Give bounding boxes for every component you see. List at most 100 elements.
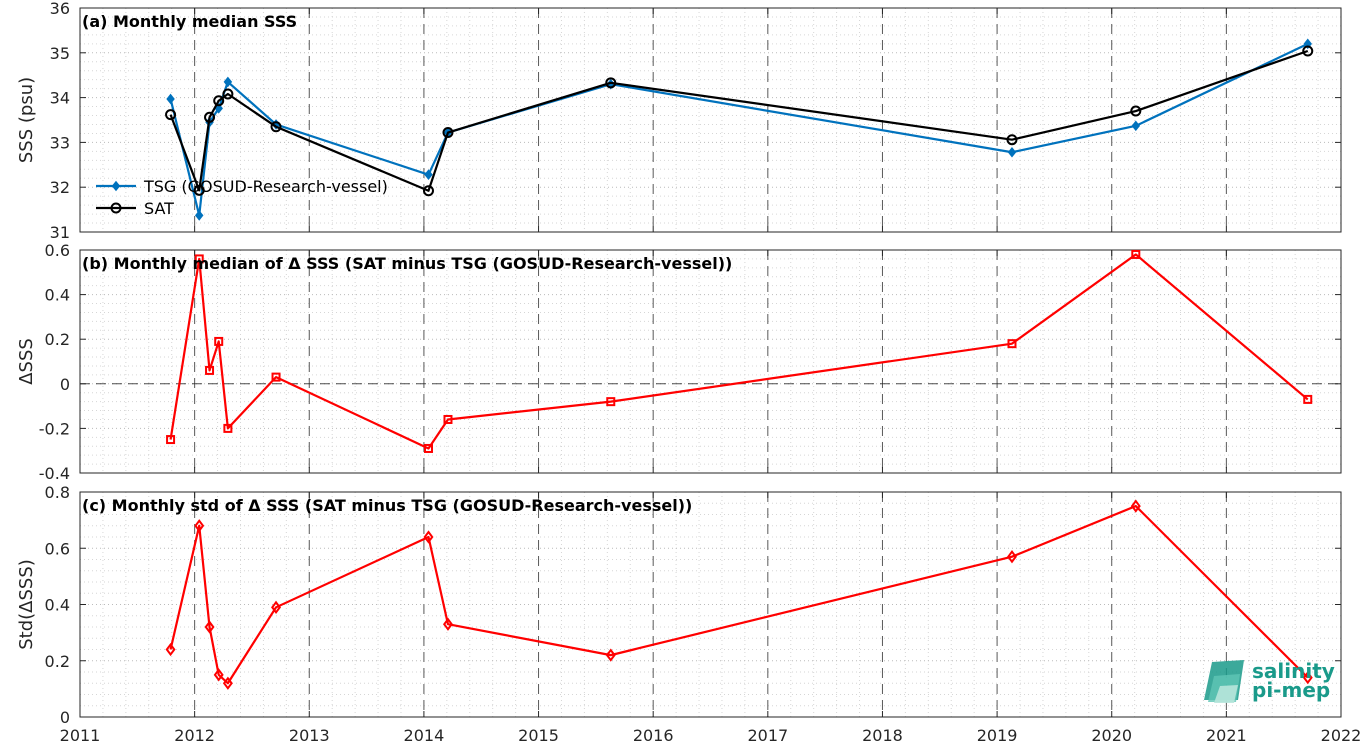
plot-background [80, 250, 1341, 473]
y-tick-label: 31 [50, 223, 70, 242]
axes-frame [79, 249, 1342, 474]
series-line [169, 504, 1309, 685]
data-point [223, 423, 233, 433]
data-point [1006, 550, 1017, 564]
data-point [1303, 394, 1313, 404]
y-tick-label: 0 [60, 375, 70, 394]
y-tick-label: -0.4 [39, 464, 70, 483]
major-grid [80, 492, 1341, 717]
y-tick-label: 0.6 [45, 241, 70, 260]
minor-grid [80, 8, 1341, 232]
data-point [605, 77, 617, 89]
y-tick-label: 32 [50, 178, 70, 197]
legend-label: TSG (GOSUD-Research-vessel) [143, 177, 388, 196]
panel-title: (b) Monthly median of Δ SSS (SAT minus T… [82, 254, 732, 273]
data-point [271, 372, 281, 382]
x-tick-label: 2022 [1321, 726, 1362, 745]
series-line [169, 42, 1309, 217]
data-point [1130, 105, 1142, 117]
major-grid [80, 8, 1341, 232]
x-tick-label: 2020 [1091, 726, 1132, 745]
series-0 [165, 499, 1313, 690]
y-axis-label: SSS (psu) [16, 77, 37, 163]
series-line [169, 253, 1309, 450]
data-point [213, 95, 225, 107]
data-point [1302, 45, 1314, 57]
data-point [194, 519, 205, 533]
data-point [1006, 134, 1018, 146]
plot-background [80, 492, 1341, 717]
y-tick-label: 33 [50, 133, 70, 152]
y-axis-label: Std(ΔSSS) [16, 559, 37, 650]
logo-text-line2: pi-mep [1252, 678, 1330, 702]
x-axis: 2011 2012 2013 2014 2015 2016 2017 2018 2019 2020… [60, 726, 1362, 745]
data-point [605, 648, 616, 662]
y-tick-label: 34 [50, 89, 70, 108]
data-point [1130, 499, 1141, 513]
y-tick-label: 0.4 [45, 596, 70, 615]
series-1 [165, 45, 1314, 197]
data-point [1131, 120, 1141, 132]
data-point [193, 184, 205, 196]
data-point [606, 397, 616, 407]
series-0 [166, 249, 1313, 453]
panel-title: (a) Monthly median SSS [82, 12, 297, 31]
data-point [205, 365, 215, 375]
data-point [214, 336, 224, 346]
data-point [442, 127, 454, 139]
x-tick-label: 2014 [404, 726, 445, 745]
salinity-pi-mep-logo: salinity pi-mep [1204, 659, 1335, 703]
logo-icon [1204, 660, 1244, 703]
data-point [423, 443, 433, 453]
x-tick-label: 2019 [977, 726, 1018, 745]
x-tick-label: 2015 [518, 726, 559, 745]
x-tick-label: 2018 [862, 726, 903, 745]
data-point [423, 530, 434, 544]
y-tick-label: 0.2 [45, 652, 70, 671]
data-point [422, 185, 434, 197]
y-tick-label: 0 [60, 708, 70, 727]
data-point [213, 668, 224, 682]
x-tick-label: 2012 [174, 726, 215, 745]
x-tick-label: 2021 [1206, 726, 1247, 745]
data-point [166, 435, 176, 445]
data-point [442, 617, 453, 631]
data-point [222, 676, 233, 690]
plot-background [80, 8, 1341, 232]
series-line [169, 49, 1309, 192]
x-tick-label: 2013 [289, 726, 330, 745]
y-tick-label: 0.6 [45, 539, 70, 558]
y-tick-label: 0.8 [45, 483, 70, 502]
data-point [271, 600, 282, 614]
legend-marker [110, 202, 122, 214]
data-point [1007, 339, 1017, 349]
data-point [204, 111, 216, 123]
panel-std-delta-sss: 0 0.2 0.4 0.6 0.8 Std(ΔSSS) (c) Monthly std of… [16, 483, 1342, 727]
y-tick-label: -0.2 [39, 419, 70, 438]
data-point [194, 210, 204, 221]
legend-label: SAT [144, 199, 174, 218]
panel-title: (c) Monthly std of Δ SSS (SAT minus TSG … [82, 496, 692, 515]
data-point [1007, 146, 1017, 158]
data-point [1302, 670, 1313, 685]
legend: TSG (GOSUD-Research-vessel) SAT [96, 177, 388, 218]
data-point [424, 169, 433, 180]
y-tick-label: 0.2 [45, 330, 70, 349]
data-point [222, 88, 234, 100]
data-point [223, 76, 233, 88]
x-tick-label: 2011 [60, 726, 101, 745]
data-point [166, 93, 175, 105]
data-point [443, 414, 453, 424]
data-point [1131, 249, 1141, 259]
panel-delta-sss: -0.4 -0.2 0 0.2 0.4 0.6 ΔSSS (b) Monthly median… [16, 241, 1342, 483]
data-point [194, 254, 204, 264]
x-tick-label: 2016 [633, 726, 674, 745]
data-point [165, 642, 176, 657]
x-tick-label: 2017 [747, 726, 788, 745]
legend-marker [111, 180, 121, 192]
data-point [204, 620, 215, 634]
y-tick-label: 0.4 [45, 286, 70, 305]
data-point [165, 109, 177, 121]
axes-frame [79, 7, 1342, 233]
